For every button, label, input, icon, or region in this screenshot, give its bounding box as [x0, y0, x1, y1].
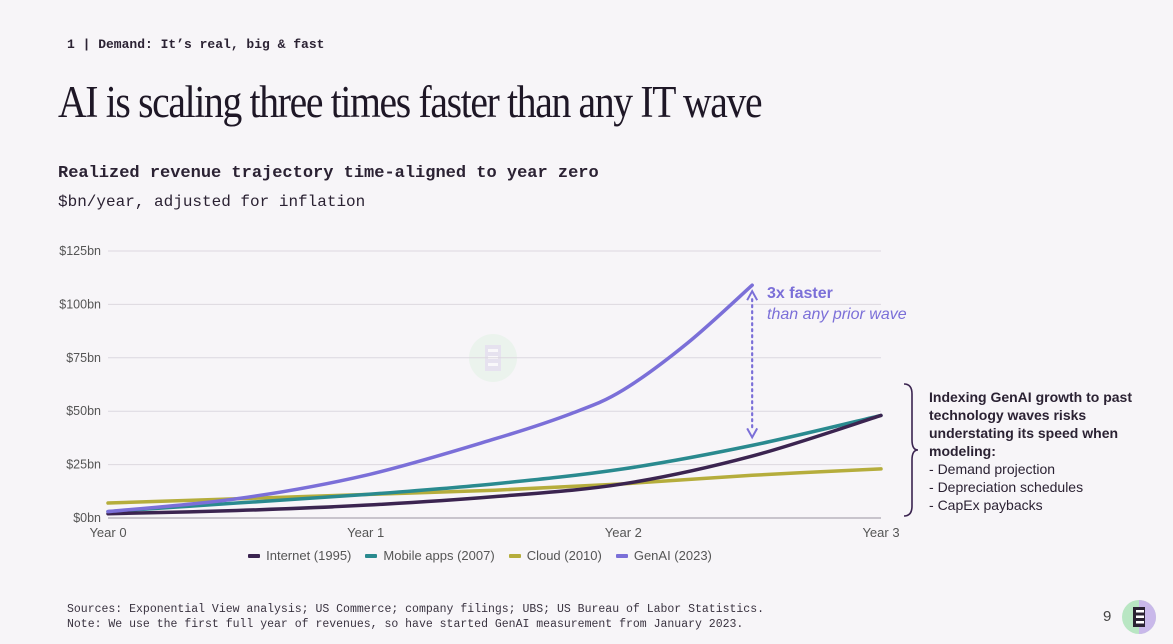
x-tick-label: Year 0: [89, 525, 126, 540]
sources-note: Note: We use the first full year of reve…: [67, 618, 744, 631]
page-title: AI is scaling three times faster than an…: [58, 77, 763, 127]
chart-units: $bn/year, adjusted for inflation: [58, 193, 366, 211]
legend-label: GenAI (2023): [633, 548, 712, 563]
y-tick-label: $75bn: [66, 351, 101, 365]
legend-swatch: [615, 553, 628, 558]
grid-lines: [108, 250, 881, 519]
series-line-mobile-apps-2007: [106, 413, 883, 514]
series-lines: [106, 283, 883, 516]
annotation-title: 3x faster: [767, 285, 833, 302]
y-tick-label: $125bn: [59, 244, 101, 258]
legend-swatch: [365, 553, 378, 558]
note-heading: Indexing GenAI growth to past technology…: [929, 389, 1132, 459]
comparison-arrow: [746, 289, 759, 440]
sources: Sources: Exponential View analysis; US C…: [67, 602, 764, 632]
series-line-genai-2023: [106, 283, 754, 514]
y-tick-label: $0bn: [73, 511, 101, 525]
legend-label: Cloud (2010): [526, 548, 602, 563]
x-tick-label: Year 2: [605, 525, 642, 540]
legend-label: Mobile apps (2007): [383, 548, 495, 563]
legend-item-internet: Internet (1995): [248, 548, 351, 563]
note-list: Demand projection Depreciation schedules…: [929, 460, 1149, 514]
legend-label: Internet (1995): [266, 548, 352, 563]
y-tick-label: $25bn: [66, 458, 101, 472]
chart-legend: Internet (1995) Mobile apps (2007) Cloud…: [0, 548, 960, 563]
sources-line: Sources: Exponential View analysis; US C…: [67, 603, 765, 616]
note-brace: [903, 383, 919, 517]
x-tick-label: Year 1: [347, 525, 384, 540]
modeling-note: Indexing GenAI growth to past technology…: [929, 388, 1149, 514]
y-tick-label: $100bn: [59, 297, 101, 311]
page-number: 9: [1103, 608, 1112, 625]
section-label: 1 | Demand: It’s real, big & fast: [67, 37, 325, 52]
arrow-head-up: [746, 289, 759, 301]
legend-item-genai: GenAI (2023): [615, 548, 712, 563]
annotation-subtitle: than any prior wave: [767, 306, 907, 323]
legend-swatch: [248, 553, 261, 558]
brand-logo-icon: [1122, 600, 1156, 634]
legend-item-cloud: Cloud (2010): [508, 548, 602, 563]
note-item: CapEx paybacks: [929, 496, 1149, 514]
y-axis: $0bn $25bn $50bn $75bn $100bn $125bn: [59, 244, 101, 525]
chart-subtitle: Realized revenue trajectory time-aligned…: [58, 164, 599, 183]
x-axis: Year 0 Year 1 Year 2 Year 3: [89, 525, 899, 540]
legend-item-mobile: Mobile apps (2007): [365, 548, 495, 563]
legend-swatch: [508, 553, 521, 558]
note-item: Demand projection: [929, 460, 1149, 478]
arrow-head-down: [746, 427, 759, 440]
note-item: Depreciation schedules: [929, 478, 1149, 496]
x-tick-label: Year 3: [862, 525, 899, 540]
y-tick-label: $50bn: [66, 404, 101, 418]
series-line-internet-1995: [106, 413, 883, 516]
